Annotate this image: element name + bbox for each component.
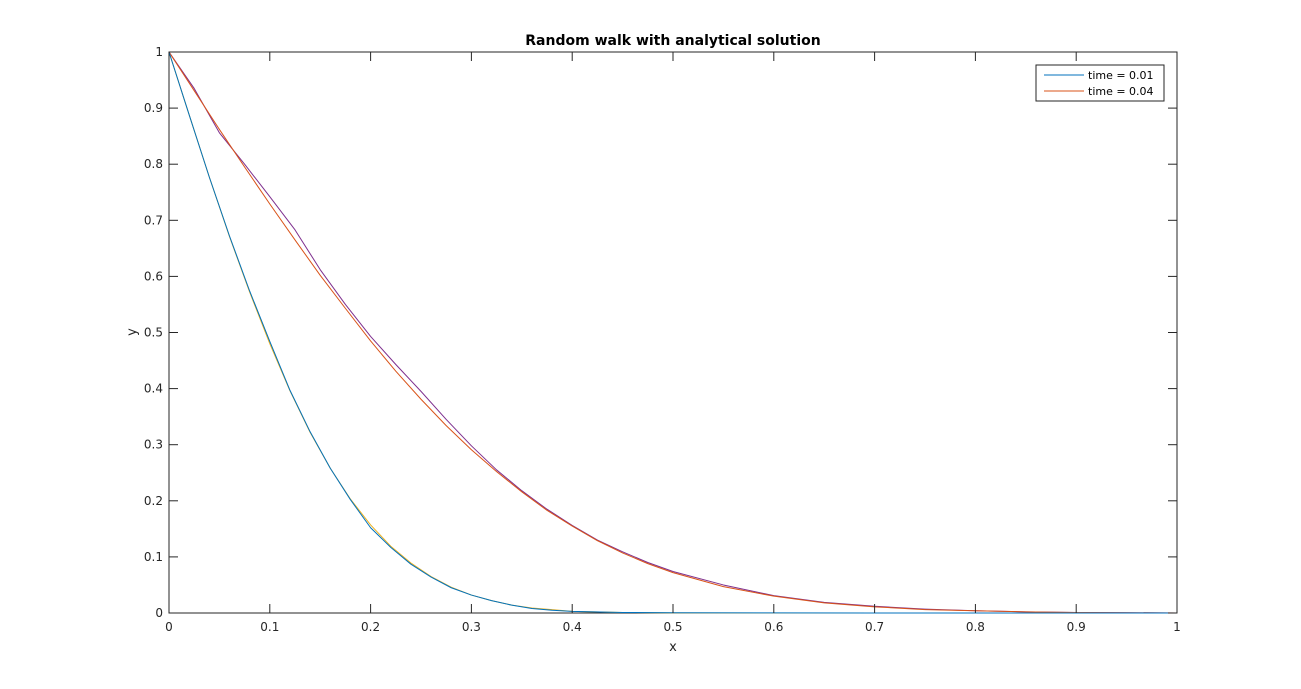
x-tick-label: 0.6 [764,620,783,634]
y-tick-label: 1 [155,45,163,59]
x-tick-label: 0.8 [966,620,985,634]
y-tick-label: 0.9 [144,101,163,115]
y-tick-label: 0.7 [144,213,163,227]
y-tick-label: 0.3 [144,438,163,452]
series-line-2 [168,51,1178,614]
x-tick-label: 0.7 [865,620,884,634]
x-tick-label: 0.2 [361,620,380,634]
series-line-4 [168,51,1178,614]
plot-area [168,51,1178,614]
y-tick-label: 0.5 [144,326,163,340]
x-tick-label: 0.5 [663,620,682,634]
y-tick-label: 0.2 [144,494,163,508]
x-tick-label: 0.4 [563,620,582,634]
y-tick-label: 0.6 [144,269,163,283]
x-tick-label: 0.3 [462,620,481,634]
x-tick-label: 0.9 [1067,620,1086,634]
series-layer [168,51,1178,614]
chart-title: Random walk with analytical solution [525,33,820,49]
ticks-layer: 0 0.1 0.2 0.3 0.4 0.5 0.6 0.7 0.8 0.9 1 0 0.1 0.2 0.3 0… [144,45,1181,634]
legend: time = 0.01 time = 0.04 [1035,64,1165,102]
y-tick-label: 0.8 [144,157,163,171]
y-tick-label: 0.1 [144,550,163,564]
x-tick-label: 0 [165,620,173,634]
legend-label-2: time = 0.04 [1088,85,1154,98]
y-tick-label: 0.4 [144,382,163,396]
x-axis-label: x [669,640,677,655]
x-tick-label: 0.1 [260,620,279,634]
series-line-1 [168,51,1177,614]
legend-label-1: time = 0.01 [1088,69,1154,82]
y-axis-label: y [125,328,140,336]
y-tick-label: 0 [155,606,163,620]
legend-box [1035,64,1165,102]
x-tick-label: 1 [1173,620,1181,634]
